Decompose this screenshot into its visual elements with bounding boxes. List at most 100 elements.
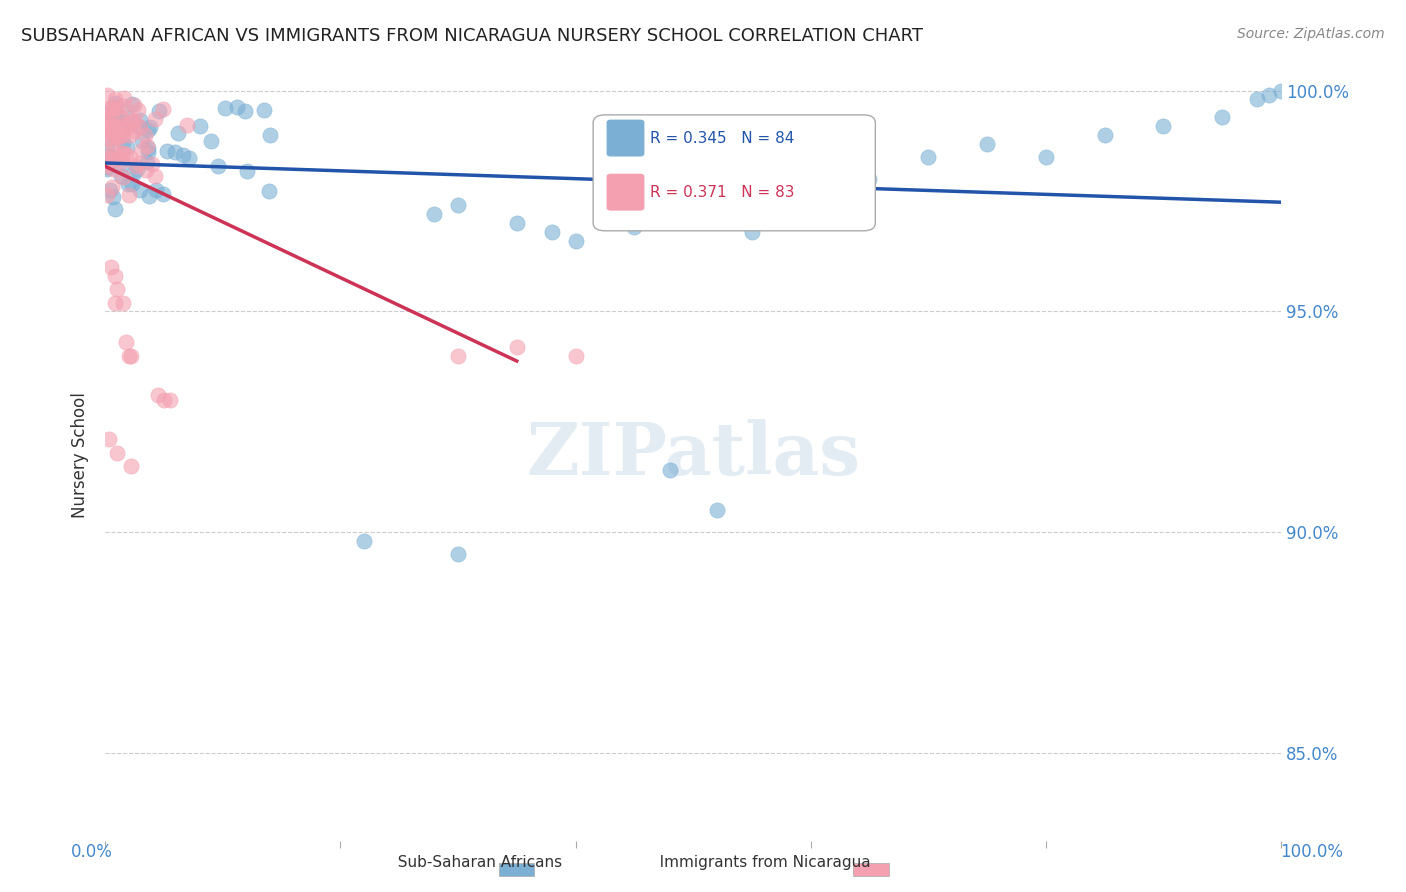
Point (97, 120, 120, 134)
Point (101, 119, 124, 133)
Point (108, 119, 131, 133)
Point (138, 141, 160, 155)
Point (128, 120, 150, 134)
FancyBboxPatch shape (607, 175, 644, 210)
Point (564, 349, 586, 363)
Point (447, 547, 470, 561)
Point (207, 160, 229, 174)
Point (226, 100, 249, 114)
Point (103, 150, 125, 164)
Point (96, 156, 118, 170)
Point (143, 112, 166, 126)
Point (111, 295, 134, 310)
Point (658, 463, 681, 477)
Point (98, 115, 121, 129)
Point (179, 151, 201, 165)
Point (96, 131, 118, 145)
Point (121, 97, 143, 112)
Text: R = 0.345   N = 84: R = 0.345 N = 84 (650, 130, 794, 145)
Point (112, 117, 135, 131)
Point (104, 92, 127, 106)
Point (110, 110, 132, 124)
Point (117, 188, 139, 202)
Point (103, 100, 125, 114)
Point (96, 106, 118, 120)
Point (111, 135, 134, 149)
Text: Source: ZipAtlas.com: Source: ZipAtlas.com (1237, 27, 1385, 41)
Text: R = 0.371   N = 83: R = 0.371 N = 83 (650, 185, 794, 200)
Text: Sub-Saharan Africans                    Immigrants from Nicaragua: Sub-Saharan Africans Immigrants from Nic… (311, 855, 870, 870)
Point (101, 120, 124, 134)
Point (143, 169, 166, 184)
Point (110, 145, 132, 160)
Point (976, 136, 998, 151)
Point (103, 189, 125, 203)
Point (104, 131, 127, 145)
Point (103, 152, 125, 166)
Point (96, 141, 118, 155)
Point (107, 101, 129, 115)
Point (200, 134, 222, 148)
Point (1211, 110, 1233, 124)
Point (104, 268, 127, 283)
Point (110, 169, 132, 183)
Point (156, 144, 179, 158)
Point (104, 130, 127, 145)
Point (1035, 150, 1057, 164)
Point (506, 216, 529, 230)
Text: 100.0%: 100.0% (1279, 843, 1343, 861)
Point (111, 153, 134, 168)
Point (114, 122, 136, 136)
Point (128, 113, 150, 128)
Point (104, 202, 127, 216)
Point (259, 128, 281, 142)
Point (104, 130, 127, 145)
Point (104, 100, 127, 114)
Point (120, 349, 142, 363)
Point (103, 145, 125, 160)
Point (1152, 119, 1174, 133)
Point (135, 162, 157, 177)
Point (141, 157, 163, 171)
Point (104, 112, 127, 126)
Point (96, 188, 118, 202)
Point (108, 130, 131, 145)
Point (233, 103, 256, 118)
Point (111, 157, 134, 171)
Point (136, 123, 159, 137)
Point (96, 102, 118, 116)
Point (131, 143, 153, 157)
Point (124, 114, 146, 128)
Point (100, 154, 122, 169)
Point (105, 119, 128, 133)
Point (121, 177, 143, 191)
Point (98, 124, 121, 138)
Point (111, 169, 134, 184)
Point (97, 156, 120, 170)
Point (159, 392, 181, 407)
Point (1270, 84, 1292, 98)
Point (96, 87, 118, 102)
Point (96, 144, 118, 158)
Point (506, 340, 529, 354)
Point (100, 260, 122, 275)
Point (447, 198, 470, 212)
Text: SUBSAHARAN AFRICAN VS IMMIGRANTS FROM NICARAGUA NURSERY SCHOOL CORRELATION CHART: SUBSAHARAN AFRICAN VS IMMIGRANTS FROM NI… (21, 27, 924, 45)
Point (136, 155, 159, 169)
Point (96, 130, 118, 145)
Point (105, 446, 128, 460)
Y-axis label: Nursery School: Nursery School (72, 392, 89, 518)
Point (103, 123, 125, 137)
Point (121, 115, 143, 129)
Point (741, 225, 763, 239)
Point (112, 99, 135, 113)
Point (96, 162, 118, 177)
Point (682, 211, 704, 226)
Point (152, 102, 174, 116)
Point (105, 282, 128, 296)
Point (104, 295, 127, 310)
Point (447, 349, 470, 363)
Point (858, 172, 880, 186)
Point (1246, 92, 1268, 106)
Point (96, 122, 118, 136)
